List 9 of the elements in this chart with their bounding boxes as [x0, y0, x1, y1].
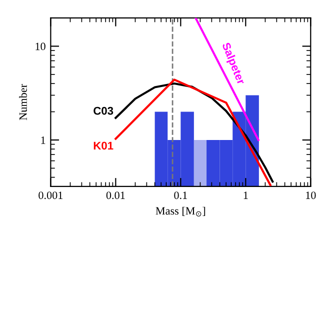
- x-tick-label: 0.1: [174, 192, 187, 200]
- x-tick-label: 10: [306, 192, 316, 200]
- series-label: K01: [94, 142, 114, 150]
- x-axis-title: Mass [M$_{⊙}$]: [156, 206, 206, 216]
- series-label: C03: [94, 106, 114, 115]
- x-tick-label: 0.001: [38, 192, 63, 200]
- x-tick-label: 1: [244, 192, 248, 199]
- y-axis-title: Number: [19, 84, 27, 120]
- x-tick-label: 0.01: [106, 192, 125, 200]
